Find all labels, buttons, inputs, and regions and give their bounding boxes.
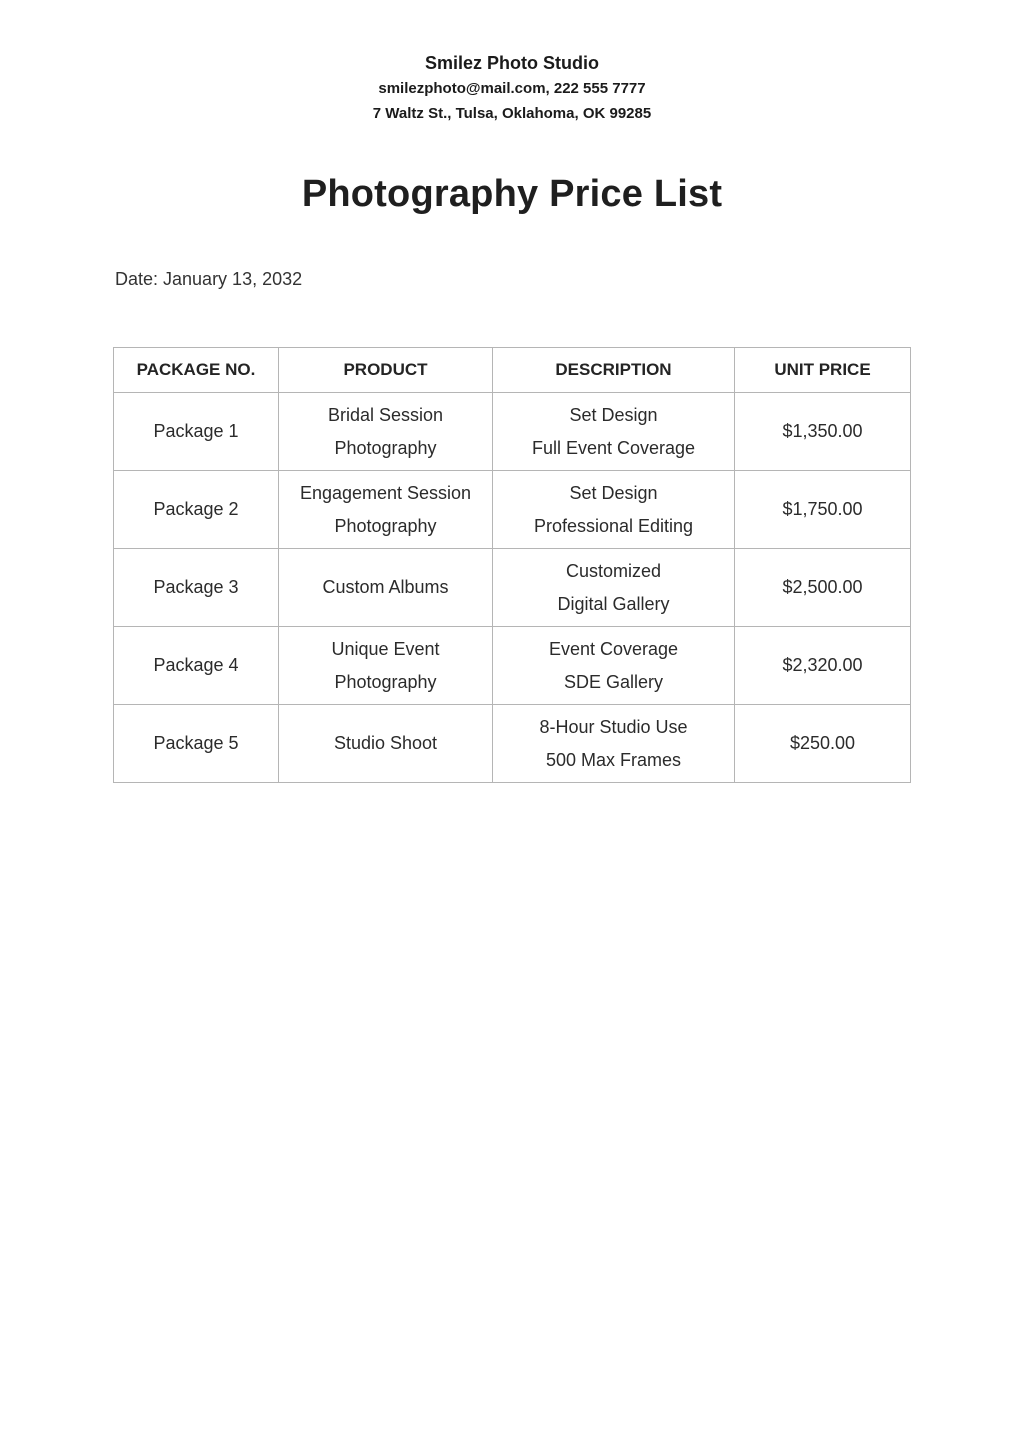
product-line: Photography: [334, 671, 437, 692]
table-row: Package 3 Custom Albums Customized Digit…: [113, 548, 911, 627]
unit-price-cell: $2,320.00: [734, 626, 911, 705]
table-row: Package 5 Studio Shoot 8-Hour Studio Use…: [113, 704, 911, 783]
product-cell: Studio Shoot: [278, 704, 493, 783]
description-cell: Event Coverage SDE Gallery: [492, 626, 735, 705]
package-no-cell: Package 5: [113, 704, 279, 783]
description-line: Professional Editing: [533, 515, 694, 536]
description-line: 500 Max Frames: [545, 749, 682, 770]
product-line: Bridal Session: [327, 404, 444, 425]
product-line: Engagement Session: [299, 482, 472, 503]
column-header-description: DESCRIPTION: [492, 347, 735, 393]
date-line: Date: January 13, 2032: [115, 269, 303, 289]
description-line: Full Event Coverage: [531, 437, 696, 458]
unit-price-cell: $1,750.00: [734, 470, 911, 549]
product-cell: Bridal Session Photography: [278, 392, 493, 471]
product-line: Custom Albums: [322, 577, 449, 597]
address-line: 7 Waltz St., Tulsa, Oklahoma, OK 99285: [372, 105, 652, 122]
product-line: Photography: [334, 437, 437, 458]
description-line: Digital Gallery: [557, 593, 670, 614]
column-header-unit-price: UNIT PRICE: [734, 347, 911, 393]
description-cell: Set Design Full Event Coverage: [492, 392, 735, 471]
price-table: PACKAGE NO. PRODUCT DESCRIPTION UNIT PRI…: [113, 347, 911, 783]
unit-price-cell: $2,500.00: [734, 548, 911, 627]
description-line: Event Coverage: [548, 638, 679, 659]
description-line: SDE Gallery: [563, 671, 664, 692]
description-line: 8-Hour Studio Use: [539, 716, 688, 737]
table-row: Package 1 Bridal Session Photography Set…: [113, 392, 911, 471]
table-row: Package 2 Engagement Session Photography…: [113, 470, 911, 549]
unit-price-cell: $1,350.00: [734, 392, 911, 471]
description-cell: 8-Hour Studio Use 500 Max Frames: [492, 704, 735, 783]
description-line: Set Design: [569, 404, 658, 425]
description-line: Customized: [565, 560, 662, 581]
description-cell: Customized Digital Gallery: [492, 548, 735, 627]
column-header-package-no: PACKAGE NO.: [113, 347, 279, 393]
table-header-row: PACKAGE NO. PRODUCT DESCRIPTION UNIT PRI…: [113, 347, 911, 393]
package-no-cell: Package 3: [113, 548, 279, 627]
unit-price-cell: $250.00: [734, 704, 911, 783]
package-no-cell: Package 1: [113, 392, 279, 471]
contact-line: smilezphoto@mail.com, 222 555 7777: [378, 80, 646, 97]
page-title: Photography Price List: [301, 173, 723, 215]
description-cell: Set Design Professional Editing: [492, 470, 735, 549]
column-header-product: PRODUCT: [278, 347, 493, 393]
studio-name: Smilez Photo Studio: [425, 53, 599, 73]
product-line: Studio Shoot: [333, 733, 438, 753]
product-cell: Custom Albums: [278, 548, 493, 627]
package-no-cell: Package 2: [113, 470, 279, 549]
package-no-cell: Package 4: [113, 626, 279, 705]
description-line: Set Design: [569, 482, 658, 503]
letterhead: Smilez Photo Studio smilezphoto@mail.com…: [0, 0, 1024, 126]
product-cell: Unique Event Photography: [278, 626, 493, 705]
product-line: Photography: [334, 515, 437, 536]
product-line: Unique Event: [331, 638, 440, 659]
table-row: Package 4 Unique Event Photography Event…: [113, 626, 911, 705]
product-cell: Engagement Session Photography: [278, 470, 493, 549]
